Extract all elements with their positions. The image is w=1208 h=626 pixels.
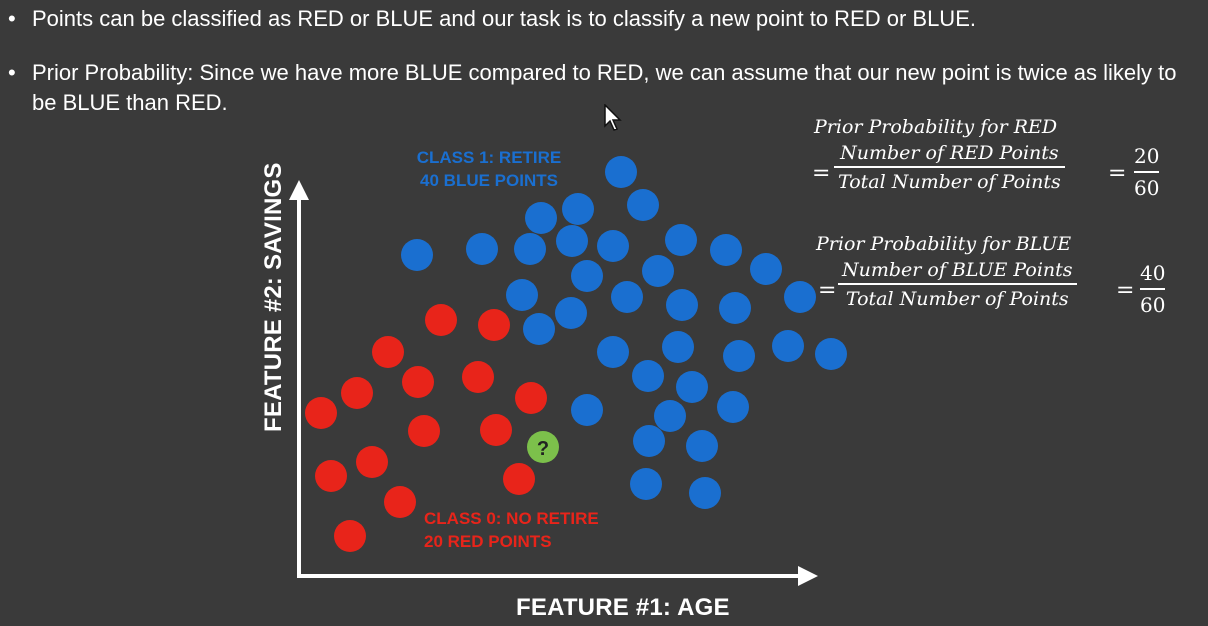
blue-point	[723, 340, 755, 372]
red-point	[515, 382, 547, 414]
blue-formula-numerator: Number of BLUE Points	[842, 259, 1073, 281]
red-class-name: CLASS 0: NO RETIRE	[424, 509, 599, 528]
red-formula-denominator: Total Number of Points	[838, 171, 1061, 193]
blue-point	[719, 292, 751, 324]
blue-point	[750, 253, 782, 285]
blue-point	[571, 260, 603, 292]
red-prior-formula: Prior Probability for RED = Number of RE…	[812, 116, 1192, 216]
red-point	[462, 361, 494, 393]
blue-point	[665, 224, 697, 256]
red-points	[305, 304, 547, 552]
blue-point	[514, 233, 546, 265]
blue-point	[662, 331, 694, 363]
red-class-label: CLASS 0: NO RETIRE 20 RED POINTS	[424, 507, 599, 553]
blue-prior-formula: Prior Probability for BLUE = Number of B…	[812, 233, 1202, 333]
red-point	[402, 366, 434, 398]
blue-point	[562, 193, 594, 225]
blue-point	[666, 289, 698, 321]
blue-point	[571, 394, 603, 426]
y-axis-label: FEATURE #2: SAVINGS	[260, 162, 287, 432]
red-equals-sign-2: =	[1108, 161, 1127, 186]
blue-point	[772, 330, 804, 362]
red-point	[372, 336, 404, 368]
red-value-fraction: 20 60	[1134, 144, 1160, 200]
blue-point	[632, 360, 664, 392]
red-point	[315, 460, 347, 492]
blue-point	[633, 425, 665, 457]
red-point	[356, 446, 388, 478]
blue-class-label: CLASS 1: RETIRE 40 BLUE POINTS	[404, 146, 574, 192]
unknown-point: ?	[527, 431, 559, 463]
red-point	[408, 415, 440, 447]
blue-point	[466, 233, 498, 265]
blue-value-denominator: 60	[1140, 293, 1166, 317]
blue-point	[627, 189, 659, 221]
red-point	[425, 304, 457, 336]
blue-point	[686, 430, 718, 462]
blue-class-count: 40 BLUE POINTS	[420, 171, 558, 190]
blue-point	[555, 297, 587, 329]
red-point	[503, 463, 535, 495]
bullet-marker: •	[8, 60, 16, 85]
blue-points	[401, 156, 847, 509]
x-axis-arrow	[798, 566, 818, 586]
red-point	[478, 309, 510, 341]
red-equals-sign-1: =	[812, 161, 831, 186]
blue-point	[676, 371, 708, 403]
blue-point	[717, 391, 749, 423]
blue-point	[506, 279, 538, 311]
bullet-text-2: Prior Probability: Since we have more BL…	[32, 60, 1177, 115]
blue-point	[597, 336, 629, 368]
blue-point	[642, 255, 674, 287]
red-point	[341, 377, 373, 409]
axes	[289, 180, 818, 586]
red-formula-fraction: Number of RED Points Total Number of Poi…	[834, 142, 1065, 193]
blue-formula-denominator: Total Number of Points	[845, 288, 1069, 310]
blue-point	[784, 281, 816, 313]
blue-value-numerator: 40	[1140, 261, 1166, 285]
red-formula-title: Prior Probability for RED	[814, 116, 1058, 138]
blue-point	[605, 156, 637, 188]
blue-point	[597, 230, 629, 262]
bullet-text-1: Points can be classified as RED or BLUE …	[32, 6, 976, 31]
blue-point	[710, 234, 742, 266]
fraction-bar	[1134, 171, 1160, 173]
x-axis-label: FEATURE #1: AGE	[516, 594, 730, 621]
mouse-cursor-icon	[604, 104, 622, 131]
blue-equals-sign-1: =	[818, 278, 837, 303]
blue-point	[654, 400, 686, 432]
fraction-bar	[834, 166, 1065, 168]
red-class-count: 20 RED POINTS	[424, 532, 552, 551]
blue-equals-sign-2: =	[1116, 278, 1135, 303]
blue-point	[523, 313, 555, 345]
blue-point	[689, 477, 721, 509]
blue-class-name: CLASS 1: RETIRE	[416, 148, 562, 167]
fraction-bar	[838, 283, 1077, 285]
blue-value-fraction: 40 60	[1140, 261, 1166, 317]
blue-point	[611, 281, 643, 313]
red-point	[480, 414, 512, 446]
red-value-numerator: 20	[1134, 144, 1160, 168]
red-point	[384, 486, 416, 518]
blue-point	[630, 468, 662, 500]
unknown-point-symbol: ?	[537, 438, 549, 460]
red-point	[305, 397, 337, 429]
red-formula-numerator: Number of RED Points	[840, 142, 1059, 164]
blue-formula-title: Prior Probability for BLUE	[816, 233, 1072, 255]
blue-point	[525, 202, 557, 234]
blue-point	[815, 338, 847, 370]
y-axis-arrow	[289, 180, 309, 200]
fraction-bar	[1140, 288, 1166, 290]
blue-formula-fraction: Number of BLUE Points Total Number of Po…	[838, 259, 1077, 310]
bullet-marker: •	[8, 6, 16, 31]
blue-point	[556, 225, 588, 257]
blue-point	[401, 239, 433, 271]
red-value-denominator: 60	[1134, 176, 1160, 200]
red-point	[334, 520, 366, 552]
unknown-point-circle	[527, 431, 559, 463]
